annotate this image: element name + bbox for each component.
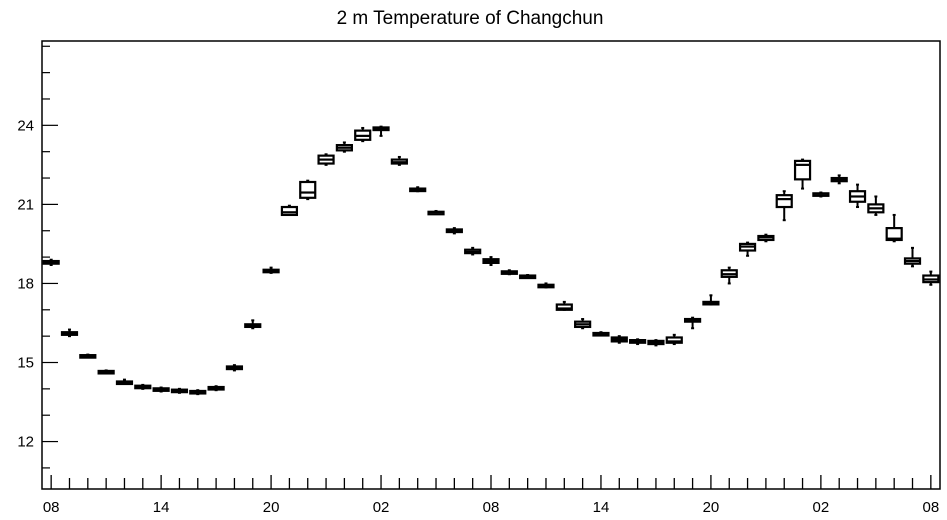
y-tick-label: 15 — [17, 355, 34, 372]
box-plot — [830, 174, 848, 185]
box-plot — [354, 126, 372, 143]
box-plot — [464, 246, 482, 256]
box-plot — [793, 158, 812, 190]
box-plot — [42, 258, 60, 266]
y-axis: 12 15 18 21 24 — [17, 45, 58, 469]
box-iqr — [793, 159, 812, 181]
x-tick-label: 08 — [922, 499, 939, 516]
box-plot — [592, 331, 610, 337]
box-plot — [500, 269, 518, 276]
box-plot — [848, 183, 867, 209]
box-plot — [152, 386, 170, 393]
box-plot — [610, 335, 628, 344]
box-iqr — [885, 227, 903, 242]
x-tick-label: 14 — [153, 499, 170, 516]
box-plot — [207, 385, 225, 392]
box-plot — [720, 266, 738, 285]
box-plot — [665, 333, 683, 346]
box-plot — [519, 274, 537, 280]
chart-title: 2 m Temperature of Changchun — [337, 8, 604, 29]
box-iqr — [775, 194, 793, 209]
box-plot — [867, 195, 885, 216]
y-tick-label: 12 — [17, 434, 34, 451]
box-plot — [189, 389, 207, 396]
box-plot — [555, 300, 573, 311]
box-plot — [812, 191, 830, 198]
box-plot — [922, 270, 940, 286]
box-plot — [280, 204, 299, 217]
box-plot — [79, 353, 97, 359]
box-plot — [885, 213, 903, 243]
box-plot — [775, 190, 793, 222]
x-axis: 08 14 20 02 08 14 20 02 08 — [43, 475, 939, 516]
box-plot — [647, 339, 665, 347]
box-series — [42, 125, 940, 396]
y-tick-label: 21 — [17, 196, 34, 213]
box-plot — [115, 378, 134, 386]
box-plot — [409, 186, 427, 193]
box-iqr — [299, 180, 317, 199]
box-iqr — [555, 303, 573, 311]
x-tick-label: 08 — [483, 499, 500, 516]
box-plot — [60, 328, 79, 338]
box-plot — [262, 266, 280, 274]
box-plot — [683, 316, 702, 330]
x-tick-label: 02 — [373, 499, 390, 516]
box-plot — [372, 125, 390, 137]
box-plot — [170, 387, 189, 394]
box-plot — [299, 179, 317, 201]
box-plot — [244, 319, 262, 330]
box-plot — [317, 153, 335, 166]
box-plot — [629, 338, 647, 346]
box-iqr — [665, 336, 683, 344]
box-plot — [335, 141, 353, 153]
box-plot — [757, 233, 775, 243]
box-plot — [390, 155, 408, 166]
box-plot — [225, 364, 244, 372]
box-plot — [738, 241, 757, 257]
x-tick-label: 02 — [813, 499, 830, 516]
y-tick-label: 18 — [17, 275, 34, 292]
box-plot — [134, 383, 152, 390]
box-plot — [445, 227, 463, 235]
box-plot — [903, 246, 922, 268]
box-plot — [574, 318, 592, 330]
x-tick-label: 08 — [43, 499, 60, 516]
box-plot — [482, 256, 500, 266]
box-iqr — [280, 205, 299, 217]
box-plot — [702, 294, 720, 306]
x-tick-label: 20 — [263, 499, 280, 516]
box-plot — [427, 209, 445, 216]
x-tick-label: 14 — [593, 499, 610, 516]
box-plot — [537, 282, 555, 289]
x-tick-label: 20 — [703, 499, 720, 516]
box-plot — [97, 369, 115, 375]
y-tick-label: 24 — [17, 117, 34, 134]
